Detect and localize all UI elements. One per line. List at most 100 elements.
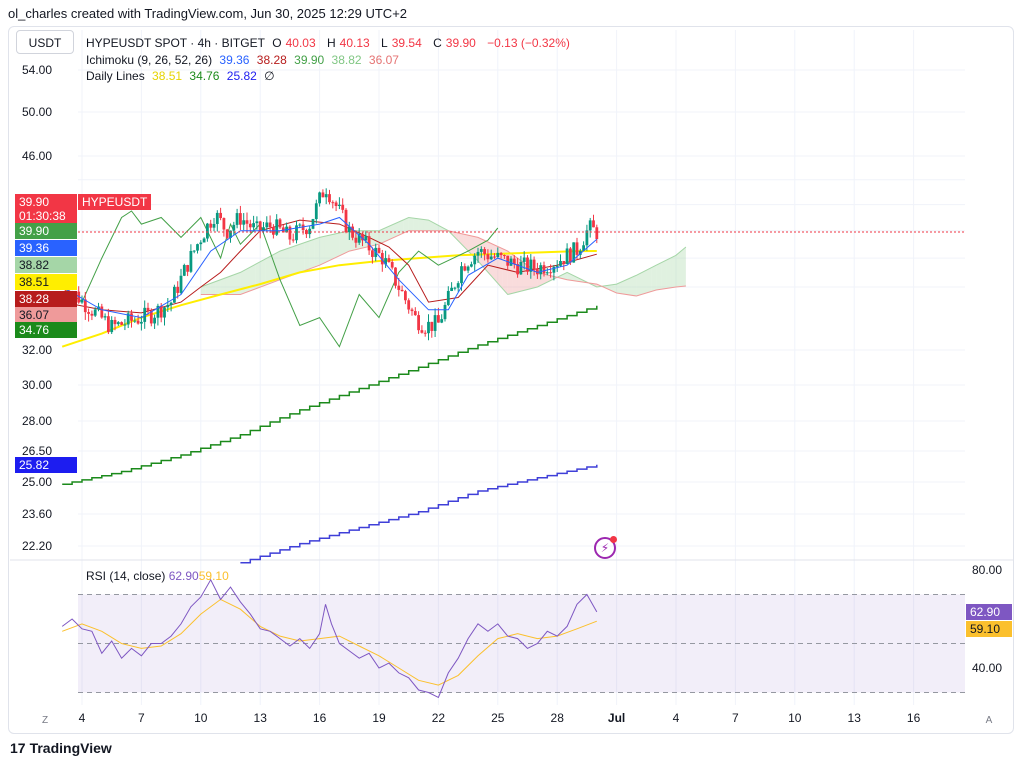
candle-body [179, 275, 183, 293]
ichimoku-cloud-segment [324, 235, 330, 263]
price-tag-label: 39.90 [19, 195, 50, 209]
candle-body [338, 204, 341, 206]
candle-body [585, 230, 589, 246]
ichimoku-cloud-segment [453, 231, 459, 241]
rsi-legend: RSI (14, close) 62.9059.10 [86, 569, 229, 583]
candle-body [149, 310, 153, 324]
candle-body [229, 230, 232, 238]
x-tick-label: 13 [254, 711, 268, 725]
candle-body [559, 261, 562, 266]
zoom-button[interactable]: Z [41, 715, 49, 726]
candle-body [80, 299, 84, 303]
candle-body [493, 256, 496, 258]
ichimoku-cloud-segment [240, 269, 246, 295]
currency-button[interactable]: USDT [16, 30, 74, 54]
candle-body [173, 286, 176, 303]
candle-body [572, 242, 576, 263]
x-tick-label: 22 [432, 711, 446, 725]
candle-body [592, 220, 595, 228]
x-tick-label: 10 [788, 711, 802, 725]
attribution-header: ol_charles created with TradingView.com,… [8, 6, 408, 21]
candle-body [430, 321, 434, 331]
candle-body [248, 223, 252, 228]
ichimoku-cloud-segment [646, 267, 652, 294]
candle-body [130, 313, 133, 321]
candle-body [446, 290, 450, 305]
price-tag-label: 38.51 [19, 275, 50, 289]
price-tag: 34.76 [15, 322, 77, 338]
candle-body [93, 309, 97, 316]
candle-body [549, 272, 552, 274]
x-tick-label: 4 [673, 711, 680, 725]
lightning-alert-icon[interactable]: ⚡ [594, 536, 617, 559]
candle-body [450, 287, 453, 291]
candle-body [519, 261, 523, 275]
ichimoku-cloud-segment [651, 265, 657, 292]
candle-body [420, 330, 424, 333]
price-tag: 25.82 [15, 457, 77, 473]
ichimoku-cloud-segment [641, 270, 647, 295]
candle-body [499, 252, 503, 256]
candle-body [166, 304, 170, 308]
ichimoku-cloud-segment [344, 230, 350, 254]
candle-body [314, 203, 318, 220]
ichimoku-cloud-segment [339, 231, 345, 256]
ichimoku-label: Ichimoku (9, 26, 52, 26) [86, 52, 213, 67]
candle-body [308, 228, 312, 235]
candle-body [479, 249, 483, 252]
ichimoku-cloud-segment [215, 279, 221, 295]
ichimoku-cloud-segment [666, 257, 672, 289]
y-tick-label: 54.00 [22, 63, 52, 77]
candle-body [239, 213, 242, 225]
candle-body [486, 254, 490, 260]
candle-body [212, 224, 216, 228]
daily-line-3 [240, 464, 598, 564]
price-tag-label: 39.90 [19, 224, 50, 238]
ichimoku-cloud-segment [458, 232, 464, 246]
x-tick-label: 25 [491, 711, 505, 725]
candle-body [126, 313, 130, 325]
price-tag: 39.90 01:30:38 [15, 194, 77, 224]
candle-body [582, 245, 585, 251]
ichimoku-cloud-segment [289, 245, 295, 277]
candle-body [219, 212, 222, 219]
candle-body [506, 255, 510, 266]
candle-body [258, 221, 262, 231]
candle-body [433, 315, 437, 331]
ichimoku-cloud-segment [334, 232, 340, 259]
ichimoku-cloud-segment [636, 272, 642, 297]
price-tag: 39.90 [15, 223, 77, 239]
ichimoku-cloud-segment [230, 274, 236, 295]
ichimoku-cloud-segment [309, 239, 315, 269]
candle-body [107, 316, 110, 333]
candle-body [427, 321, 430, 334]
ichimoku-cloud-segment [393, 221, 399, 238]
candle-body [262, 227, 265, 231]
candle-body [324, 194, 328, 198]
candle-body [311, 219, 315, 229]
ichimoku-cloud-segment [631, 275, 637, 297]
y-tick-label: 30.00 [22, 378, 52, 392]
ichimoku-cloud-segment [616, 281, 622, 294]
candle-body [588, 220, 592, 231]
auto-scale-button[interactable]: A [985, 715, 993, 726]
candle-body [367, 236, 371, 251]
rsi-tag: 59.10 [966, 621, 1012, 637]
ichimoku-cloud-segment [492, 244, 498, 284]
candle-body [512, 258, 516, 265]
candle-body [578, 250, 582, 255]
candle-body [470, 264, 473, 267]
x-tick-label: 16 [313, 711, 327, 725]
y-tick-label: 50.00 [22, 105, 52, 119]
close-value: 39.90 [445, 36, 476, 50]
x-tick-label: 19 [372, 711, 386, 725]
price-tag-label: 25.82 [19, 458, 50, 472]
notification-dot [610, 536, 617, 543]
candle-body [255, 221, 259, 224]
candle-body [390, 262, 394, 268]
ichimoku-cloud-segment [626, 277, 632, 296]
ichimoku-cloud-segment [225, 276, 231, 295]
price-tag: 39.36 [15, 240, 77, 256]
candle-body [539, 265, 543, 275]
